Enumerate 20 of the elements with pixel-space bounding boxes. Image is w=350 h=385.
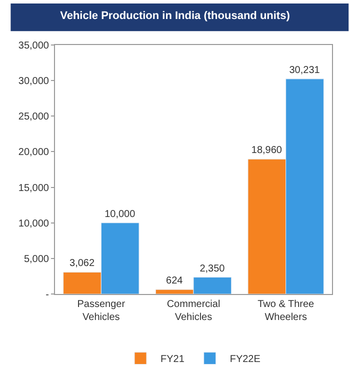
legend-label: FY22E: [230, 354, 261, 366]
x-tick-label: Passenger Vehicles: [77, 299, 126, 323]
y-tick-label: 25,000: [18, 112, 50, 123]
data-label: 2,350: [200, 263, 226, 274]
y-tick-label: 30,000: [18, 76, 50, 88]
y-tick-label: -: [46, 290, 49, 300]
y-tick-label: 5,000: [24, 254, 50, 265]
y-tick-label: 10,000: [18, 218, 50, 230]
data-label: 30,231: [289, 64, 320, 76]
x-tick-label: Two & Three Wheelers: [258, 299, 315, 323]
data-label: 18,960: [251, 145, 282, 156]
legend-label: FY21: [160, 354, 185, 366]
y-tick-label: 15,000: [18, 182, 50, 194]
y-tick-label: 35,000: [18, 40, 50, 52]
data-label: 3,062: [70, 258, 95, 270]
y-tick-label: 20,000: [18, 147, 50, 158]
chart-title: Vehicle Production in India (thousand units): [60, 10, 290, 22]
x-tick-label: Commercial Vehicles: [166, 299, 220, 323]
data-label: 10,000: [104, 208, 136, 220]
data-label: 624: [166, 276, 184, 287]
